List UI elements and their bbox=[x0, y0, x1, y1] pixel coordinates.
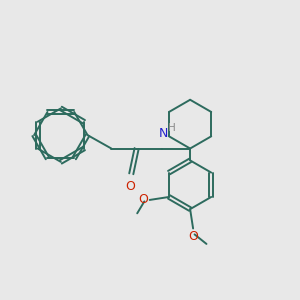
Text: O: O bbox=[138, 194, 148, 206]
Text: H: H bbox=[168, 123, 176, 133]
Text: O: O bbox=[125, 180, 135, 193]
Text: N: N bbox=[159, 127, 168, 140]
Text: O: O bbox=[188, 230, 198, 243]
